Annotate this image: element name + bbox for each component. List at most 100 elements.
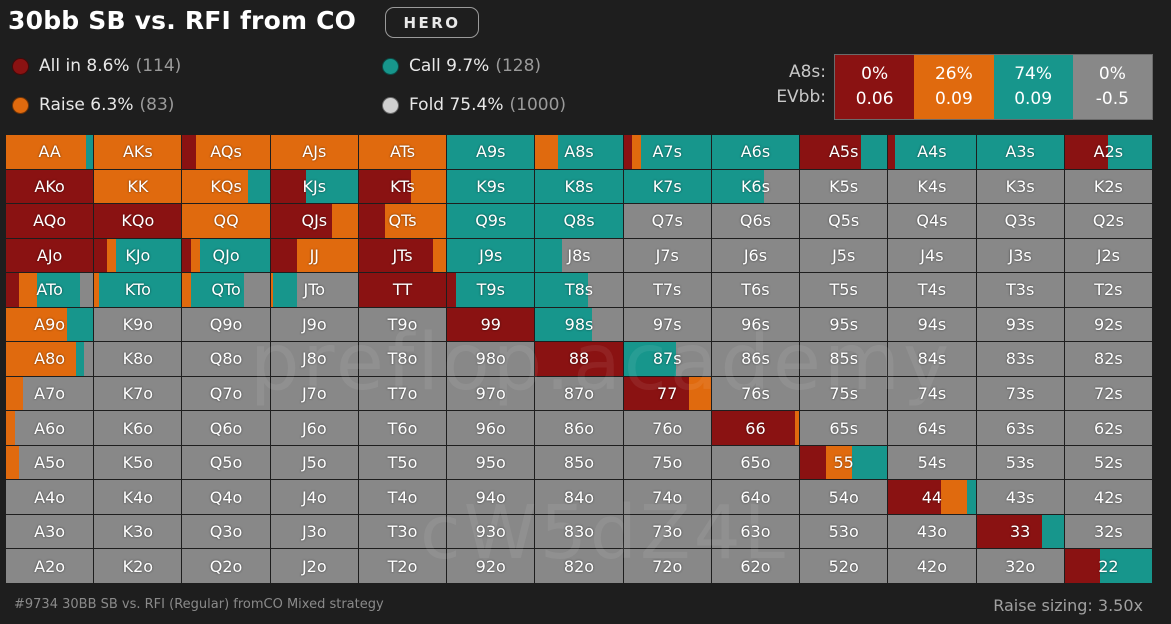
hand-cell-T3s[interactable]: T3s [976,273,1064,307]
hand-cell-K6s[interactable]: K6s [711,169,800,204]
hand-cell-54o[interactable]: 54o [800,480,888,514]
hand-cell-42s[interactable]: 42s [1064,480,1152,514]
hand-cell-ATs[interactable]: ATs [358,135,447,169]
hand-cell-A5o[interactable]: A5o [6,445,94,480]
hand-cell-T2o[interactable]: T2o [358,549,447,583]
hand-cell-88[interactable]: 88 [535,342,623,376]
hand-cell-Q5o[interactable]: Q5o [182,445,270,480]
hand-cell-98s[interactable]: 98s [535,307,623,342]
hand-cell-98o[interactable]: 98o [447,342,535,376]
hand-cell-J8o[interactable]: J8o [270,342,358,376]
hand-cell-J3o[interactable]: J3o [270,514,358,549]
hand-cell-62s[interactable]: 62s [1064,411,1152,445]
hand-cell-K6o[interactable]: K6o [94,411,182,445]
hand-cell-Q3s[interactable]: Q3s [976,204,1064,238]
hand-cell-77[interactable]: 77 [623,376,711,411]
hand-cell-94s[interactable]: 94s [888,307,976,342]
hand-cell-K5s[interactable]: K5s [800,169,888,204]
hand-cell-Q5s[interactable]: Q5s [800,204,888,238]
hand-cell-95o[interactable]: 95o [447,445,535,480]
hand-cell-A3s[interactable]: A3s [976,135,1064,169]
hand-cell-J5o[interactable]: J5o [270,445,358,480]
hand-cell-86s[interactable]: 86s [711,342,800,376]
hand-cell-Q3o[interactable]: Q3o [182,514,270,549]
hand-cell-K7o[interactable]: K7o [94,376,182,411]
hand-cell-J7s[interactable]: J7s [623,238,711,273]
hand-cell-93s[interactable]: 93s [976,307,1064,342]
hand-cell-A9o[interactable]: A9o [6,307,94,342]
hand-cell-QJs[interactable]: QJs [270,204,358,238]
hand-cell-73o[interactable]: 73o [623,514,711,549]
hand-cell-85s[interactable]: 85s [800,342,888,376]
hand-cell-K8o[interactable]: K8o [94,342,182,376]
hand-cell-95s[interactable]: 95s [800,307,888,342]
hand-cell-K5o[interactable]: K5o [94,445,182,480]
hand-cell-74o[interactable]: 74o [623,480,711,514]
hand-cell-Q9o[interactable]: Q9o [182,307,270,342]
hand-cell-96o[interactable]: 96o [447,411,535,445]
hand-cell-92s[interactable]: 92s [1064,307,1152,342]
hand-cell-KK[interactable]: KK [94,169,182,204]
hand-cell-J6s[interactable]: J6s [711,238,800,273]
hand-cell-A4s[interactable]: A4s [888,135,976,169]
hand-cell-A3o[interactable]: A3o [6,514,94,549]
hand-cell-KTs[interactable]: KTs [358,169,447,204]
hand-cell-Q6s[interactable]: Q6s [711,204,800,238]
hand-cell-J2s[interactable]: J2s [1064,238,1152,273]
hand-cell-65o[interactable]: 65o [711,445,800,480]
hand-cell-A8s[interactable]: A8s [535,135,623,169]
hand-cell-JJ[interactable]: JJ [270,238,358,273]
hand-cell-Q6o[interactable]: Q6o [182,411,270,445]
hand-cell-AJo[interactable]: AJo [6,238,94,273]
hand-cell-K2s[interactable]: K2s [1064,169,1152,204]
hand-cell-Q4o[interactable]: Q4o [182,480,270,514]
hand-cell-K4o[interactable]: K4o [94,480,182,514]
hand-cell-QTo[interactable]: QTo [182,273,270,307]
hand-cell-75o[interactable]: 75o [623,445,711,480]
hand-cell-T6s[interactable]: T6s [711,273,800,307]
hand-cell-T3o[interactable]: T3o [358,514,447,549]
hand-cell-K7s[interactable]: K7s [623,169,711,204]
hand-cell-T9o[interactable]: T9o [358,307,447,342]
hand-cell-94o[interactable]: 94o [447,480,535,514]
hand-cell-66[interactable]: 66 [711,411,800,445]
hand-cell-A7s[interactable]: A7s [623,135,711,169]
hand-cell-A4o[interactable]: A4o [6,480,94,514]
hand-cell-73s[interactable]: 73s [976,376,1064,411]
hand-cell-Q2o[interactable]: Q2o [182,549,270,583]
hand-cell-AQo[interactable]: AQo [6,204,94,238]
hand-cell-82o[interactable]: 82o [535,549,623,583]
hand-cell-84o[interactable]: 84o [535,480,623,514]
hand-cell-32s[interactable]: 32s [1064,514,1152,549]
hand-cell-Q8s[interactable]: Q8s [535,204,623,238]
hand-cell-64s[interactable]: 64s [888,411,976,445]
hand-cell-AA[interactable]: AA [6,135,94,169]
hand-cell-87o[interactable]: 87o [535,376,623,411]
hand-cell-QJo[interactable]: QJo [182,238,270,273]
hand-cell-AKs[interactable]: AKs [94,135,182,169]
hand-cell-T5o[interactable]: T5o [358,445,447,480]
hand-cell-K9s[interactable]: K9s [447,169,535,204]
hand-cell-Q7s[interactable]: Q7s [623,204,711,238]
hand-cell-KTo[interactable]: KTo [94,273,182,307]
hand-cell-74s[interactable]: 74s [888,376,976,411]
hand-cell-76o[interactable]: 76o [623,411,711,445]
hand-cell-52o[interactable]: 52o [800,549,888,583]
hand-cell-J4s[interactable]: J4s [888,238,976,273]
hand-cell-A7o[interactable]: A7o [6,376,94,411]
hand-cell-T8s[interactable]: T8s [535,273,623,307]
hand-cell-QQ[interactable]: QQ [182,204,270,238]
hand-cell-93o[interactable]: 93o [447,514,535,549]
hand-cell-T9s[interactable]: T9s [447,273,535,307]
hand-cell-T8o[interactable]: T8o [358,342,447,376]
hand-cell-KJs[interactable]: KJs [270,169,358,204]
hand-cell-96s[interactable]: 96s [711,307,800,342]
hand-cell-T5s[interactable]: T5s [800,273,888,307]
hand-cell-JTs[interactable]: JTs [358,238,447,273]
hand-cell-A9s[interactable]: A9s [447,135,535,169]
hero-badge[interactable]: HERO [385,7,479,38]
hand-cell-J3s[interactable]: J3s [976,238,1064,273]
hand-cell-KQo[interactable]: KQo [94,204,182,238]
hand-cell-43o[interactable]: 43o [888,514,976,549]
hand-cell-63o[interactable]: 63o [711,514,800,549]
